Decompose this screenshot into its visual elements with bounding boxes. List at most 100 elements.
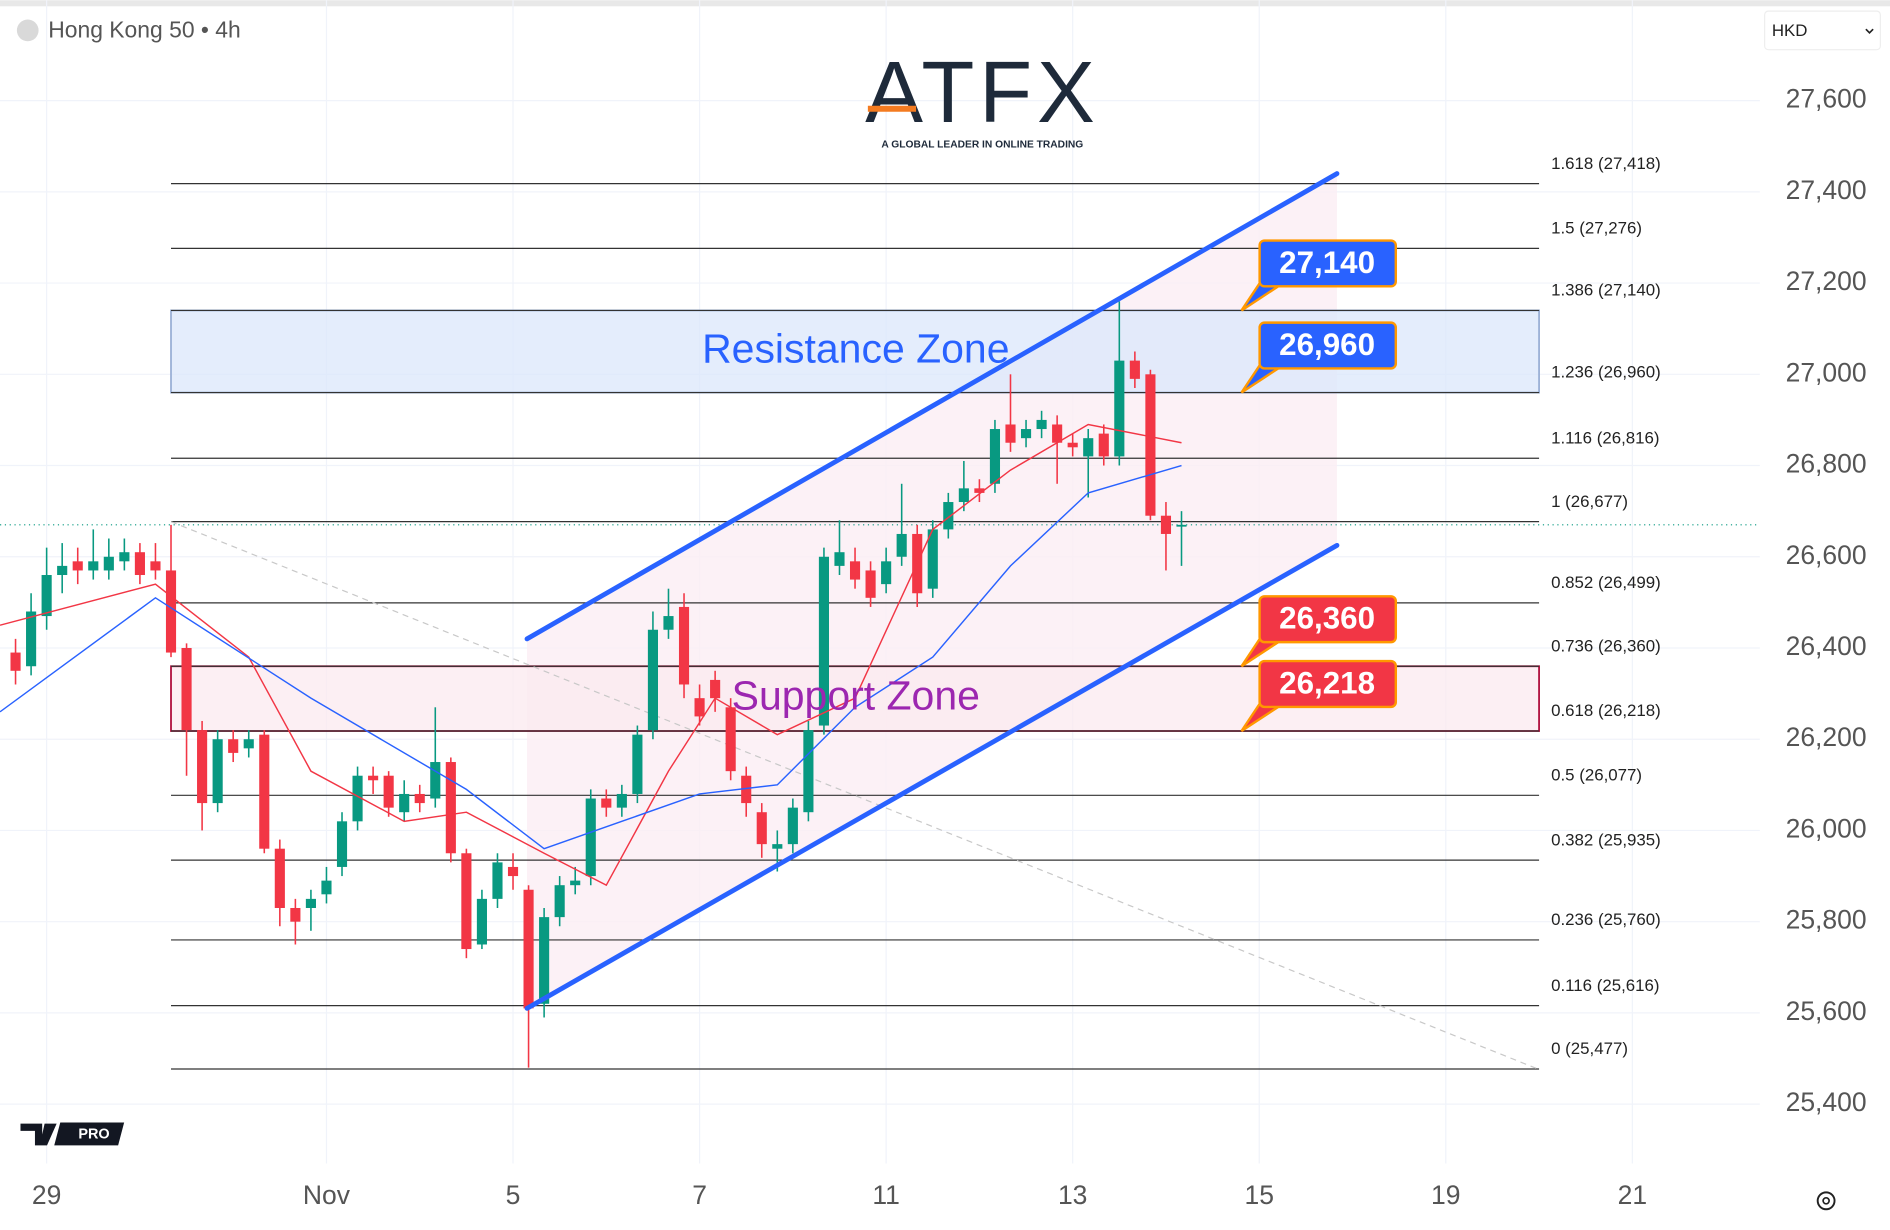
x-tick-label: Nov [303,1180,351,1210]
candle-body [243,739,254,749]
candle-body [1052,424,1063,443]
candle-body [989,429,1001,484]
candle-body [1083,438,1094,457]
fib-label: 0.382 (25,935) [1551,830,1661,849]
candle-body [834,552,845,566]
price-callout [1258,595,1398,644]
candle-body [1098,433,1109,457]
candle-body [197,730,208,804]
candle-body [134,552,145,576]
candle-body [103,556,114,571]
gear-ring [1816,1191,1836,1211]
channel-line [524,171,1340,642]
callout-label: 26,360 [1279,601,1375,636]
candle-body [741,775,752,804]
fib-label: 1.116 (26,816) [1551,428,1659,447]
y-tick-label: 26,000 [1786,813,1867,843]
candle-body [974,488,985,493]
y-tick-label: 26,600 [1786,540,1867,570]
zone-label: Support Zone [732,672,980,718]
y-tick-label: 25,600 [1786,996,1867,1026]
candle-body [943,502,954,530]
candle-body [26,611,37,667]
candle-body [430,762,441,799]
badge-text: PRO [78,1126,109,1142]
candle-body [150,561,161,571]
candle-body [72,561,83,571]
y-tick-label: 25,400 [1786,1087,1867,1117]
candle-body [601,798,612,808]
symbol-icon [16,19,39,42]
settings-icon[interactable] [1816,1191,1836,1211]
zone-label: Resistance Zone [702,325,1009,371]
candle-body [694,698,705,717]
fib-label: 1.236 (26,960) [1551,363,1661,382]
chart-title[interactable]: Hong Kong 50 • 4h [48,17,241,43]
fib-label: 0.116 (25,616) [1551,976,1659,995]
x-tick-label: 5 [506,1180,521,1210]
candle-body [1160,515,1172,534]
tv-logo [20,1123,57,1146]
candle-body [321,880,332,895]
fib-label: 0.236 (25,760) [1551,910,1661,929]
brand-tagline: A GLOBAL LEADER IN ONLINE TRADING [881,140,1083,151]
fib-label: 0.5 (26,077) [1551,765,1642,784]
candle-body [10,652,21,671]
badge-bg [54,1122,125,1146]
currency-label: HKD [1772,21,1808,40]
currency-select[interactable] [1764,10,1881,51]
fib-label: 0 (25,477) [1551,1039,1628,1058]
candle-body [368,775,379,781]
candle-body [461,853,472,950]
x-tick-label: 7 [692,1180,707,1210]
overlay-layer: Hong Kong 50 • 4h HKD ATFX A GLOBAL LEAD… [16,10,1881,1211]
callout-label: 27,140 [1279,245,1375,280]
price-callout [1258,659,1398,709]
candle-body [881,561,892,585]
candle-body [181,647,192,731]
candle-body [1005,424,1016,443]
moving-average [0,464,1182,850]
candle-body [663,616,674,630]
y-tick-label: 27,400 [1786,175,1867,205]
candle-body [927,529,938,589]
y-tick-label: 27,200 [1786,266,1867,296]
candle-body [710,679,721,699]
fib-label: 0.618 (26,218) [1551,701,1661,720]
x-tick-label: 19 [1431,1180,1460,1210]
candle-body [647,629,658,731]
tradingview-badge: PRO [20,1122,125,1146]
candle-body [259,734,270,849]
candle-body [1176,524,1187,527]
candle-body [290,907,301,922]
candle-body [445,762,456,854]
y-tick-label: 26,200 [1786,722,1867,752]
candle-body [523,889,534,1009]
candle-body [492,862,503,899]
channel-line [524,542,1340,1011]
fib-label: 0.736 (26,360) [1551,636,1661,655]
candle-body [616,793,627,808]
candle-body [305,898,316,908]
candle-body [678,606,690,685]
y-tick-label: 27,000 [1786,357,1867,387]
candle-body [352,775,363,822]
y-tick-label: 26,800 [1786,449,1867,479]
candle-body [787,807,798,845]
candle-body [476,898,487,945]
candle-body [818,556,830,726]
candle-body [896,533,907,557]
x-tick-label: 13 [1058,1180,1087,1210]
fib-label: 1.618 (27,418) [1551,154,1661,173]
candle-body [414,793,425,804]
candle-body [212,739,223,804]
price-callout [1258,321,1398,370]
candle-body [570,880,581,886]
brand-logo: ATFX [865,44,1100,141]
trend-line [170,521,1540,1071]
candle-body [399,793,410,813]
moving-average [0,423,1182,887]
candle-body [865,570,876,598]
